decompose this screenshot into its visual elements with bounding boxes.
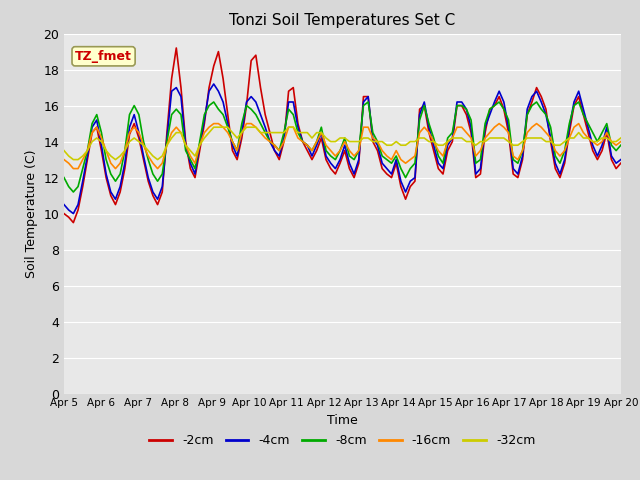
-8cm	[509, 156, 517, 162]
-8cm	[378, 153, 386, 159]
-4cm	[453, 99, 461, 105]
-2cm	[378, 166, 386, 171]
-4cm	[60, 202, 68, 207]
-4cm	[607, 153, 615, 159]
-16cm	[182, 142, 189, 148]
-32cm	[182, 142, 189, 148]
-16cm	[378, 148, 386, 154]
-8cm	[453, 103, 461, 108]
-32cm	[509, 142, 517, 148]
-4cm	[378, 160, 386, 166]
-16cm	[509, 153, 517, 159]
-8cm	[220, 112, 227, 118]
-2cm	[509, 171, 517, 177]
-2cm	[220, 76, 227, 82]
-32cm	[210, 124, 218, 130]
-4cm	[210, 81, 218, 87]
Line: -32cm: -32cm	[64, 127, 621, 159]
Y-axis label: Soil Temperature (C): Soil Temperature (C)	[25, 149, 38, 278]
-2cm	[453, 103, 461, 108]
-2cm	[70, 220, 77, 226]
-4cm	[220, 99, 227, 105]
-32cm	[617, 135, 625, 141]
-32cm	[70, 156, 77, 162]
-16cm	[70, 166, 77, 171]
-16cm	[453, 124, 461, 130]
-8cm	[617, 142, 625, 148]
-8cm	[70, 189, 77, 195]
Text: TZ_fmet: TZ_fmet	[75, 50, 132, 63]
-32cm	[220, 124, 227, 130]
-2cm	[172, 45, 180, 51]
-16cm	[607, 139, 615, 144]
-2cm	[60, 211, 68, 216]
-8cm	[182, 148, 189, 154]
-16cm	[60, 156, 68, 162]
-8cm	[607, 142, 615, 148]
Line: -8cm: -8cm	[64, 102, 621, 192]
Legend: -2cm, -4cm, -8cm, -16cm, -32cm: -2cm, -4cm, -8cm, -16cm, -32cm	[145, 429, 540, 452]
-4cm	[509, 166, 517, 171]
-4cm	[617, 156, 625, 162]
-32cm	[60, 148, 68, 154]
-32cm	[453, 135, 461, 141]
-32cm	[378, 139, 386, 144]
-16cm	[220, 124, 227, 130]
-4cm	[182, 142, 189, 148]
Line: -2cm: -2cm	[64, 48, 621, 223]
X-axis label: Time: Time	[327, 414, 358, 427]
Title: Tonzi Soil Temperatures Set C: Tonzi Soil Temperatures Set C	[229, 13, 456, 28]
-2cm	[617, 160, 625, 166]
-4cm	[70, 211, 77, 216]
-8cm	[60, 175, 68, 180]
-16cm	[210, 120, 218, 126]
-16cm	[617, 139, 625, 144]
-8cm	[210, 99, 218, 105]
Line: -4cm: -4cm	[64, 84, 621, 214]
-32cm	[607, 139, 615, 144]
-2cm	[607, 156, 615, 162]
Line: -16cm: -16cm	[64, 123, 621, 168]
-2cm	[186, 166, 194, 171]
